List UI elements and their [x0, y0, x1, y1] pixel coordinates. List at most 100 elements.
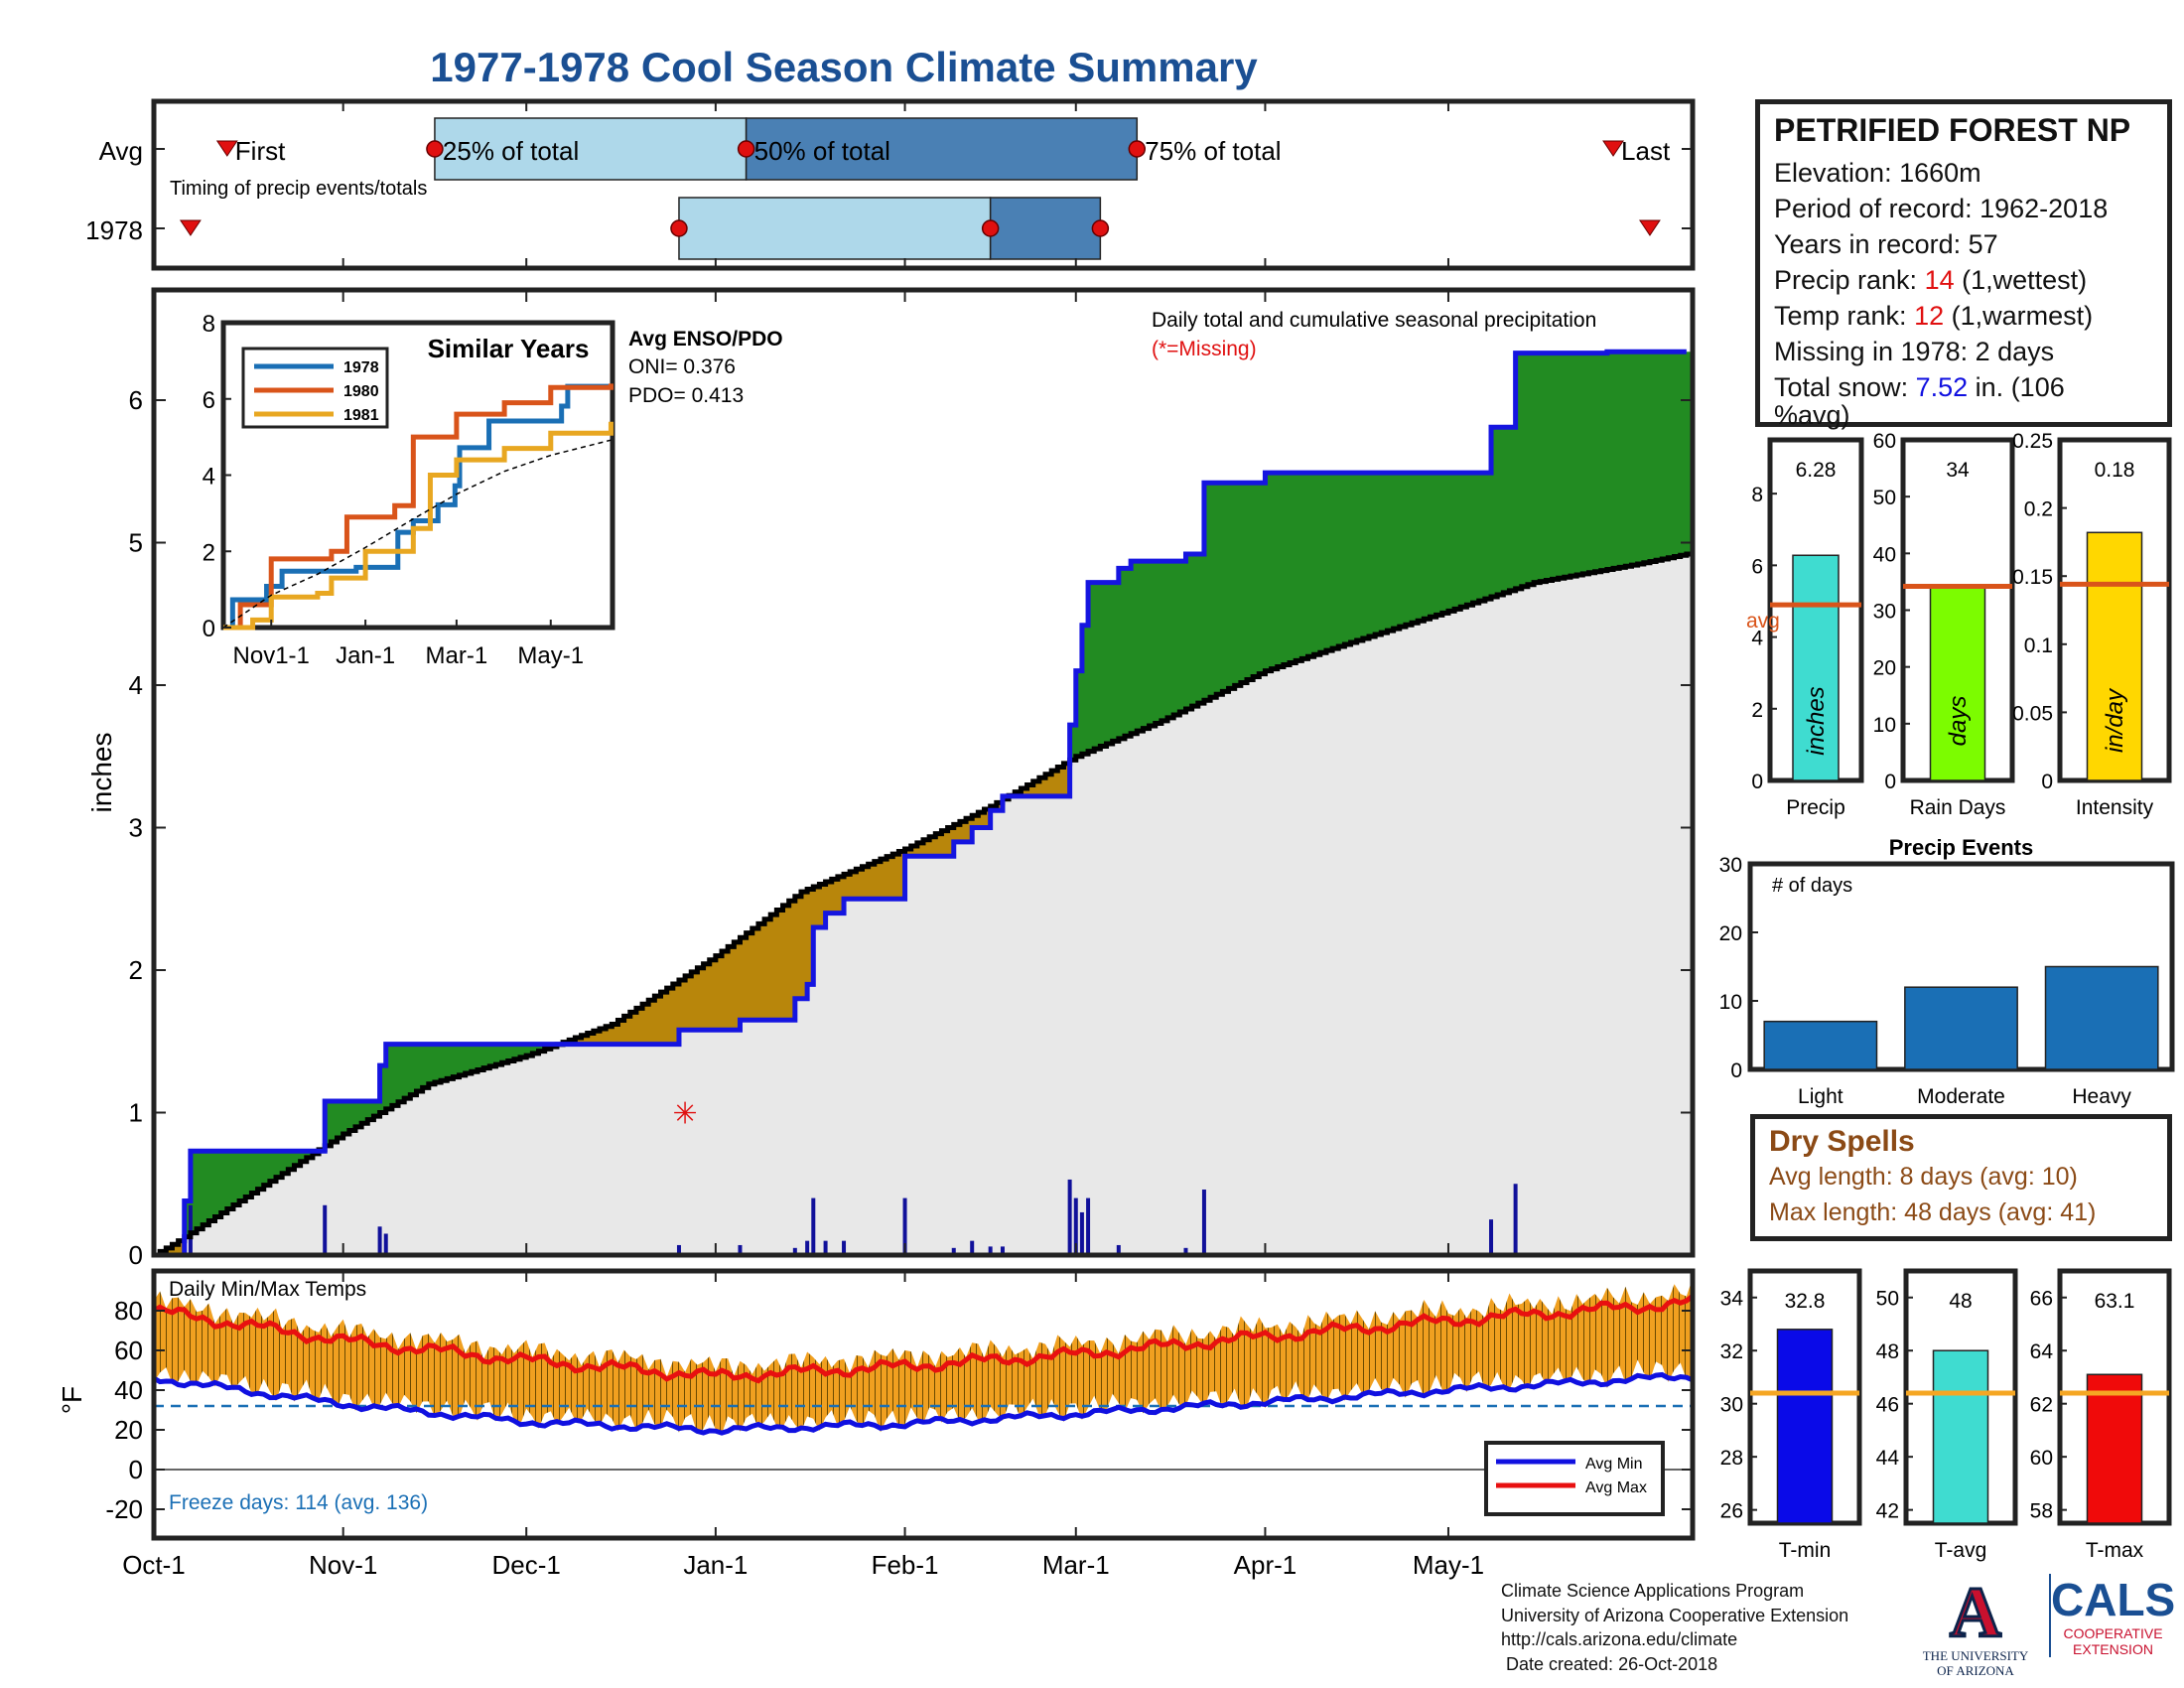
- daily-precip-bar: [1201, 1189, 1206, 1255]
- precip-ytick-label: 2: [129, 955, 143, 985]
- ua-logo-line-2: OF ARIZONA: [1937, 1663, 2014, 1678]
- similar-years-legend-label: 1981: [343, 407, 379, 424]
- timing-panel: Avg 1978 Timing of precip events/totals …: [85, 98, 1696, 271]
- season-x-tick-label: Oct-1: [122, 1550, 186, 1580]
- daily-precip-bar: [805, 1240, 810, 1255]
- similar-years-ytick-label: 4: [203, 464, 215, 491]
- daily-precip-bar: [988, 1246, 993, 1255]
- mini-chart-tick-label: 44: [1876, 1447, 1900, 1470]
- mini-chart-label: Rain Days: [1910, 796, 2006, 819]
- temp-ytick-label: 80: [114, 1296, 143, 1326]
- similar-years-legend-label: 1980: [343, 383, 379, 400]
- timing-marker-avg-p50: [737, 140, 755, 158]
- temp-ytick-label: -20: [105, 1494, 143, 1524]
- precip-events-bar: [2044, 965, 2159, 1070]
- daily-precip-bar: [323, 1204, 328, 1255]
- mini-chart-tick-label: 66: [2030, 1288, 2053, 1311]
- precip-events-tick-label: 10: [1719, 991, 1742, 1014]
- precip-events-category: Moderate: [1917, 1085, 2005, 1108]
- mini-chart-label: Precip: [1786, 796, 1845, 819]
- temp-chart: -20 0 20 40 60 80 Daily Min/Max Temps °F Free…: [57, 1268, 1696, 1580]
- station-years: Years in record: 57: [1774, 229, 1998, 259]
- daily-precip-bar: [738, 1244, 743, 1255]
- mini-chart-tick-label: 34: [1720, 1288, 1744, 1311]
- cals-logo-word: CALS: [2051, 1574, 2176, 1625]
- mini-chart-tick-label: 50: [1873, 487, 1896, 509]
- similar-years-xtick-label: May-1: [517, 642, 584, 669]
- mini-chart-rain-days: 0 10 20 30 40 50 60 34 Rain Days days: [1873, 430, 2015, 819]
- station-period: Period of record: 1962-2018: [1774, 194, 2109, 223]
- station-precip-rank: Precip rank: 14 (1,wettest): [1774, 265, 2088, 295]
- credits-line-3[interactable]: http://cals.arizona.edu/climate: [1501, 1629, 1738, 1649]
- daily-precip-bar: [1079, 1211, 1084, 1255]
- mini-chart-tick-label: 2: [1751, 699, 1763, 722]
- daily-precip-bar: [377, 1226, 382, 1255]
- mini-chart-tick-label: 4: [1751, 628, 1763, 650]
- timing-caption: Timing of precip events/totals: [170, 178, 427, 200]
- page-title: 1977-1978 Cool Season Climate Summary: [430, 44, 1258, 90]
- mini-chart-tick-label: 6: [1751, 555, 1763, 578]
- timing-label-first: First: [235, 136, 286, 166]
- timing-marker-y1978-p50: [981, 219, 1000, 237]
- missing-marker: ✳: [673, 1098, 698, 1131]
- daily-precip-bar: [188, 1204, 193, 1255]
- precip-base-fill: [154, 553, 1693, 1255]
- mini-chart-t-max: 58 60 62 64 66 63.1 T-max: [2030, 1268, 2172, 1562]
- precip-events-bar: [1763, 1020, 1878, 1070]
- mini-chart-tick-label: 50: [1876, 1288, 1899, 1311]
- mini-chart-bar: [2086, 531, 2143, 781]
- precip-events-tick-label: 30: [1719, 854, 1742, 877]
- mini-chart-label: T-min: [1779, 1539, 1832, 1562]
- daily-precip-bar: [823, 1240, 828, 1255]
- daily-precip-bar: [676, 1244, 681, 1255]
- dry-spells-max: Max length: 48 days (avg: 41): [1769, 1198, 2097, 1226]
- precip-events-bar: [1904, 986, 2018, 1070]
- avg-min-line: [152, 1371, 1695, 1436]
- temp-ytick-label: 20: [114, 1415, 143, 1445]
- precip-events-ylabel: # of days: [1772, 875, 1852, 897]
- timing-marker-avg-p25: [426, 140, 444, 158]
- similar-years-xtick-label: Jan-1: [336, 642, 395, 669]
- similar-years-ytick-label: 2: [203, 539, 215, 566]
- temp-ticks: -20 0 20 40 60 80: [105, 1296, 1693, 1524]
- daily-precip-bar: [811, 1197, 816, 1255]
- mini-chart-tick-label: 0: [1751, 771, 1763, 793]
- timing-label-25: 25% of total: [443, 136, 579, 166]
- mini-chart-tick-label: 0.25: [2012, 430, 2053, 453]
- credits-line-1: Climate Science Applications Program: [1501, 1581, 1805, 1601]
- station-temp-rank: Temp rank: 12 (1,warmest): [1774, 301, 2094, 331]
- enso-oni: ONI= 0.376: [628, 355, 736, 378]
- credits-line-4: Date created: 26-Oct-2018: [1501, 1653, 1718, 1674]
- similar-years-legend-label: 1978: [343, 359, 379, 376]
- season-x-tick-label: Mar-1: [1042, 1550, 1110, 1580]
- season-x-tick-label: May-1: [1413, 1550, 1484, 1580]
- season-x-tick-label: Jan-1: [683, 1550, 748, 1580]
- timing-label-50: 50% of total: [754, 136, 890, 166]
- mini-chart-label: T-max: [2086, 1539, 2144, 1562]
- cals-logo-line-2: EXTENSION: [2073, 1641, 2153, 1657]
- timing-avg-25-50-bar: [434, 117, 748, 181]
- similar-years-xtick-label: Mar-1: [426, 642, 488, 669]
- ua-logo-line-1: THE UNIVERSITY: [1922, 1648, 2029, 1663]
- timing-triangle-y1978-first: [179, 219, 202, 236]
- timing-triangle-avg-last: [1602, 140, 1624, 157]
- similar-years-inset: 0 2 4 6 8 Nov1-1 Jan-1 Mar-1 May-1 Similar Years…: [203, 311, 783, 669]
- daily-precip-bar: [1116, 1244, 1121, 1255]
- similar-years-line-1980: [223, 383, 614, 631]
- mini-chart-tick-label: 0.05: [2012, 702, 2053, 725]
- mini-chart-tick-label: 10: [1873, 714, 1896, 737]
- precip-ytick-label: 3: [129, 813, 143, 843]
- mini-chart-value: 0.18: [2095, 459, 2135, 482]
- daily-precip-bar: [1000, 1246, 1005, 1255]
- mini-chart-bar: [1929, 586, 1986, 781]
- mini-chart-tick-label: 48: [1876, 1340, 1899, 1363]
- temp-legend-min: Avg Min: [1585, 1456, 1643, 1473]
- precip-events-tick-label: 0: [1730, 1059, 1742, 1082]
- temp-summary-bar-charts: 26 28 30 32 34 32.8 T-min 42 44 46 48 50 48 T-avg 58 60…: [1720, 1268, 2172, 1562]
- mini-chart-value: 6.28: [1796, 459, 1837, 482]
- timing-1978-25-50-bar: [678, 197, 992, 260]
- timing-label-last: Last: [1621, 136, 1671, 166]
- credits: Climate Science Applications Program Uni…: [1501, 1579, 1848, 1676]
- similar-years-ticks: 0 2 4 6 8 Nov1-1 Jan-1 Mar-1 May-1: [203, 311, 584, 669]
- season-x-tick-label: Nov-1: [309, 1550, 377, 1580]
